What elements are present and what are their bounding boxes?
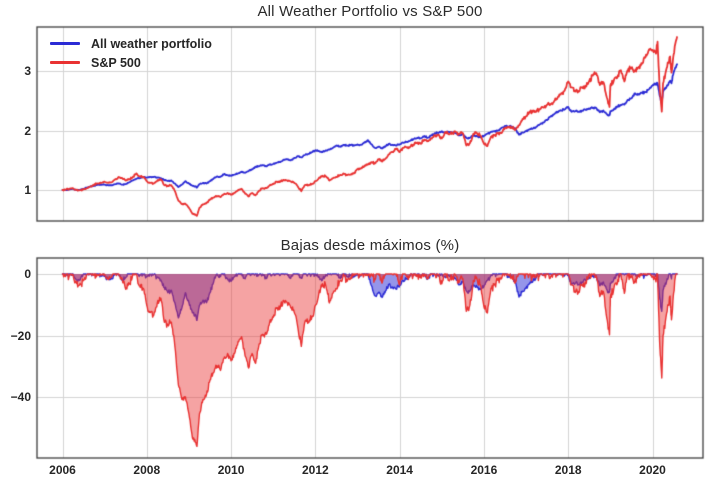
x-tick-label: 2014	[386, 463, 413, 477]
top-y-tick-label: 3	[24, 64, 31, 79]
bottom-y-tick-label: 0	[24, 267, 31, 281]
x-tick-label: 2006	[49, 463, 76, 477]
top-y-tick-label: 2	[24, 123, 31, 138]
legend-item-sp500: S&P 500	[50, 53, 212, 72]
x-tick-label: 2020	[639, 463, 666, 477]
legend-label-all-weather: All weather portfolio	[91, 36, 212, 51]
sp500-line-swatch	[50, 61, 80, 64]
x-tick-label: 2016	[470, 463, 498, 477]
legend-item-all-weather: All weather portfolio	[50, 34, 212, 53]
all-weather-line-swatch	[50, 42, 80, 45]
bottom-y-tick-label: −20	[10, 328, 31, 343]
x-tick-label: 2008	[133, 463, 161, 477]
legend: All weather portfolio S&P 500	[50, 34, 212, 72]
top-y-tick-label: 1	[24, 183, 31, 197]
legend-label-sp500: S&P 500	[91, 55, 141, 70]
x-tick-label: 2010	[217, 463, 245, 477]
bottom-y-tick-label: −40	[10, 390, 31, 405]
x-tick-label: 2012	[301, 463, 329, 477]
top-chart-title: All Weather Portfolio vs S&P 500	[257, 3, 483, 20]
x-tick-label: 2018	[554, 463, 582, 477]
bottom-chart-title: Bajas desde máximos (%)	[280, 237, 460, 254]
